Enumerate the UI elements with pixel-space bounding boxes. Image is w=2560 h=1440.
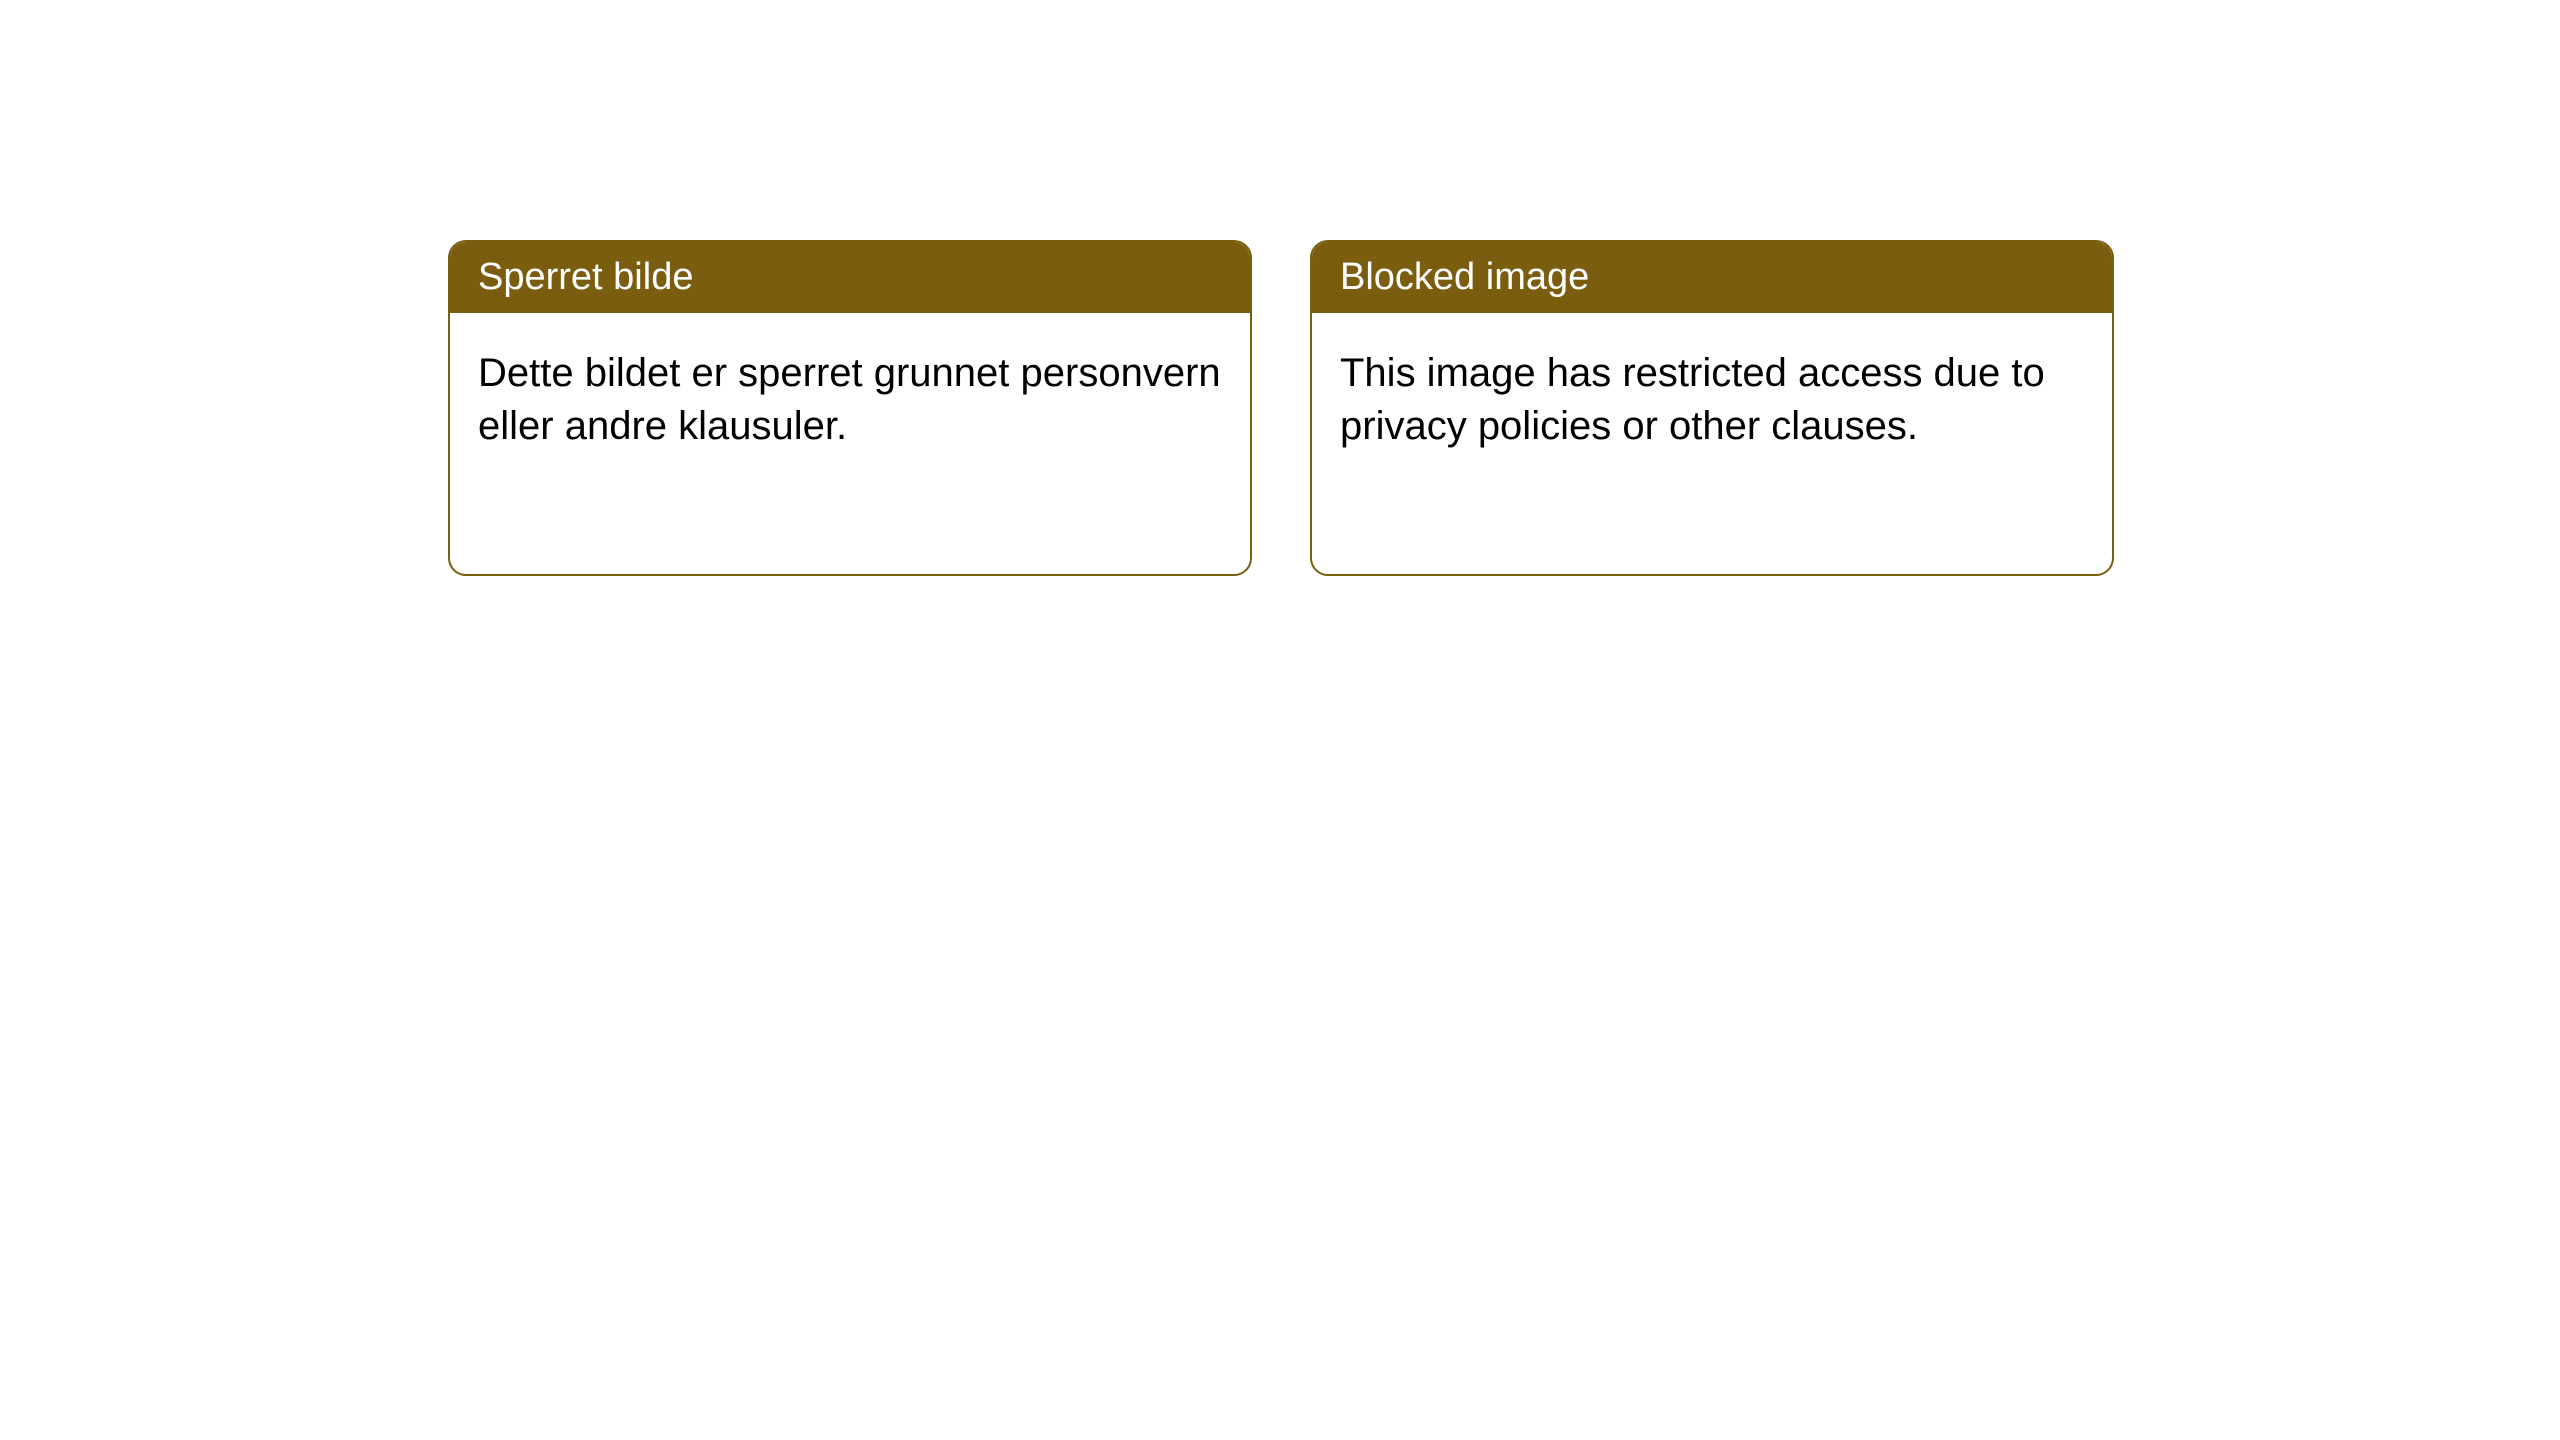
notice-title: Sperret bilde: [478, 256, 693, 298]
notice-card-norwegian: Sperret bilde Dette bildet er sperret gr…: [448, 240, 1252, 576]
notice-message: Dette bildet er sperret grunnet personve…: [478, 351, 1221, 448]
notice-card-english: Blocked image This image has restricted …: [1310, 240, 2114, 576]
notice-body: Dette bildet er sperret grunnet personve…: [450, 313, 1250, 487]
notice-title: Blocked image: [1340, 256, 1589, 298]
notice-body: This image has restricted access due to …: [1312, 313, 2112, 487]
notice-header: Sperret bilde: [450, 242, 1250, 313]
notice-container: Sperret bilde Dette bildet er sperret gr…: [0, 0, 2560, 576]
notice-header: Blocked image: [1312, 242, 2112, 313]
notice-message: This image has restricted access due to …: [1340, 351, 2045, 448]
